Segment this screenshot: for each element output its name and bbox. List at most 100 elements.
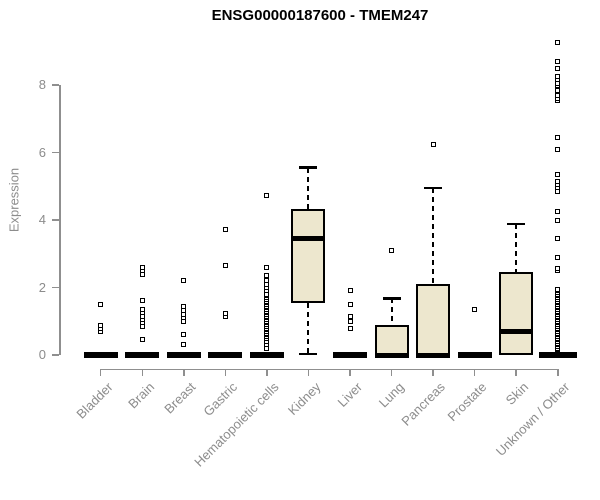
outlier-point xyxy=(139,264,145,270)
collapsed-box xyxy=(457,352,492,358)
box xyxy=(291,208,326,303)
lower-whisker-cap xyxy=(299,352,318,356)
outlier-point xyxy=(555,236,561,242)
outlier-point xyxy=(555,178,561,184)
y-tick-label: 6 xyxy=(38,144,46,160)
x-axis-tick xyxy=(515,368,517,376)
outlier-point xyxy=(181,307,187,313)
outlier-point xyxy=(555,58,561,64)
outlier-point xyxy=(222,263,228,269)
x-axis-tick xyxy=(307,368,310,376)
x-axis-tick xyxy=(183,368,185,376)
x-axis-tick xyxy=(473,368,476,376)
y-axis-tick xyxy=(52,84,59,86)
x-category-label: Lung xyxy=(375,378,407,410)
outlier-point xyxy=(555,266,561,272)
upper-whisker-line xyxy=(390,298,393,326)
outlier-point xyxy=(347,325,353,331)
outlier-point xyxy=(347,313,353,319)
collapsed-box xyxy=(166,352,201,358)
upper-whisker-cap xyxy=(382,297,401,300)
outlier-point xyxy=(98,301,104,307)
outlier-point xyxy=(555,146,561,152)
y-axis-tick xyxy=(52,219,59,221)
x-category-label: Gastric xyxy=(200,378,241,419)
x-axis-tick xyxy=(99,368,102,376)
outlier-point xyxy=(472,306,478,312)
outlier-point xyxy=(264,193,270,199)
collapsed-box xyxy=(208,352,243,358)
outlier-point xyxy=(555,40,561,46)
upper-whisker-cap xyxy=(507,222,526,226)
y-tick-label: 4 xyxy=(38,212,46,227)
y-tick-label: 2 xyxy=(38,279,46,295)
x-axis-tick xyxy=(224,368,227,376)
outlier-point xyxy=(181,342,187,348)
collapsed-box xyxy=(249,352,284,358)
outlier-point xyxy=(555,286,561,292)
outlier-point xyxy=(181,332,187,338)
x-axis-tick xyxy=(390,368,393,376)
x-category-label: Breast xyxy=(161,378,199,416)
x-axis-line xyxy=(99,368,559,370)
outlier-point xyxy=(430,141,436,147)
collapsed-box xyxy=(538,352,577,358)
outlier-point xyxy=(264,273,270,279)
x-axis-tick xyxy=(141,368,143,376)
box xyxy=(499,271,534,355)
outlier-point xyxy=(555,209,561,215)
outlier-point xyxy=(139,306,145,312)
upper-whisker-line xyxy=(515,224,518,272)
x-category-label: Pancreas xyxy=(398,378,448,429)
x-category-label: Skin xyxy=(502,378,532,408)
y-axis-tick xyxy=(52,354,59,356)
upper-whisker-line xyxy=(307,167,310,209)
upper-whisker-cap xyxy=(299,166,318,169)
box xyxy=(374,325,409,355)
outlier-point xyxy=(555,171,561,177)
upper-whisker-line xyxy=(432,187,435,285)
outlier-point xyxy=(389,247,395,253)
x-category-label: Prostate xyxy=(444,378,490,424)
median-line xyxy=(499,328,534,334)
chart-title: ENSG00000187600 - TMEM247 xyxy=(211,7,429,24)
collapsed-box xyxy=(333,352,367,358)
upper-whisker-cap xyxy=(424,186,443,190)
x-axis-tick xyxy=(349,368,351,376)
outlier-point xyxy=(264,265,270,271)
collapsed-box xyxy=(83,352,118,358)
x-axis-tick xyxy=(266,368,268,376)
outlier-point xyxy=(98,322,104,328)
x-category-label: Kidney xyxy=(284,378,324,418)
outlier-point xyxy=(555,74,561,80)
outlier-point xyxy=(555,217,561,223)
outlier-point xyxy=(555,254,561,260)
outlier-point xyxy=(139,297,145,303)
outlier-point xyxy=(555,134,561,140)
outlier-point xyxy=(181,278,187,284)
outlier-point xyxy=(264,278,270,284)
median-line xyxy=(374,352,409,358)
outlier-point xyxy=(222,311,228,317)
outlier-point xyxy=(555,65,561,71)
median-line xyxy=(416,352,451,358)
x-axis-tick xyxy=(432,368,434,376)
outlier-point xyxy=(181,303,187,309)
outlier-point xyxy=(347,318,353,324)
outlier-point xyxy=(222,226,228,232)
x-category-label: Unknown / Other xyxy=(493,378,573,459)
y-axis-line xyxy=(59,85,61,355)
x-category-label: Liver xyxy=(334,378,365,410)
outlier-point xyxy=(555,87,561,93)
median-line xyxy=(291,236,326,242)
y-tick-label: 0 xyxy=(38,347,46,362)
x-category-label: Bladder xyxy=(73,378,116,422)
y-axis-tick xyxy=(52,286,59,289)
y-tick-label: 8 xyxy=(38,77,46,92)
collapsed-box xyxy=(125,352,160,358)
x-category-label: Brain xyxy=(125,378,158,411)
box xyxy=(416,284,451,355)
y-axis-tick xyxy=(52,151,59,154)
